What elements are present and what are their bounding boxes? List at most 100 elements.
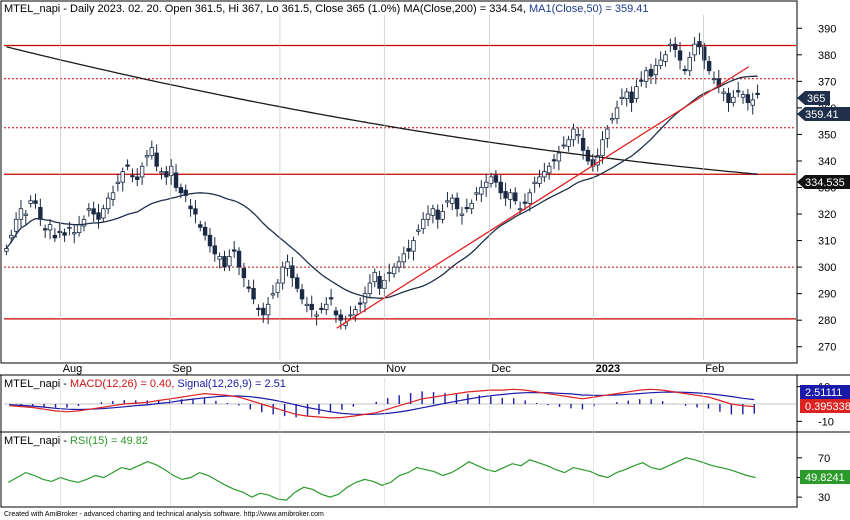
candle-down <box>726 92 731 103</box>
candle-up <box>474 192 479 195</box>
candle-up <box>595 155 600 166</box>
price-ytick-label: 280 <box>818 315 836 327</box>
candle-up <box>144 155 150 158</box>
macd-plot <box>4 388 796 419</box>
candle-up <box>479 187 484 195</box>
price-ytick-label: 380 <box>818 50 836 62</box>
macd-line <box>9 388 755 419</box>
candle-up <box>721 91 726 94</box>
candle-up <box>566 139 571 147</box>
candle-up <box>304 303 310 306</box>
signal-line <box>9 391 755 416</box>
rsi-value: 49.8241 <box>805 472 845 484</box>
candle-down <box>236 250 242 268</box>
candle-down <box>522 201 528 204</box>
candle-down <box>745 94 751 103</box>
candle-up <box>372 272 377 283</box>
candle-up <box>663 54 668 62</box>
price-title-prefix: MTEL_napi - Daily 2023. 02. 20. Open 361… <box>4 3 400 15</box>
candle-up <box>624 91 629 99</box>
candle-down <box>299 289 305 300</box>
ma50-value: 359.41 <box>805 109 839 121</box>
price-title: MTEL_napi - Daily 2023. 02. 20. Open 361… <box>4 3 649 15</box>
candle-up <box>362 293 368 304</box>
month-label: Sep <box>172 363 192 375</box>
candle-up <box>23 213 29 216</box>
candle-down <box>648 69 654 77</box>
candle-up <box>420 218 426 230</box>
candle-down <box>702 46 707 61</box>
candle-down <box>294 277 300 289</box>
candle-down <box>682 69 688 72</box>
rsi-line <box>8 457 756 501</box>
candle-up <box>740 94 746 98</box>
candle-down <box>198 224 203 228</box>
candle-down <box>377 276 382 289</box>
candle-up <box>532 181 537 184</box>
candle-down <box>154 152 159 167</box>
candle-up <box>387 272 392 274</box>
candle-up <box>28 200 33 204</box>
candle-up <box>425 213 431 220</box>
candle-up <box>469 203 474 210</box>
macd-tag: 0.395338 <box>800 399 850 413</box>
candle-up <box>750 99 755 106</box>
candle-down <box>503 191 508 199</box>
price-ytick-label: 290 <box>818 289 836 301</box>
rsi-title-prefix: MTEL_napi - <box>4 435 67 447</box>
candle-up <box>731 96 736 103</box>
rsi-ytick-label: 70 <box>818 453 830 465</box>
signal-value: 2.51111 <box>805 387 842 399</box>
candle-down <box>256 307 261 310</box>
ma200-line <box>6 46 758 175</box>
candle-up <box>120 171 125 183</box>
candle-up <box>605 128 610 139</box>
price-ytick-label: 270 <box>818 342 836 354</box>
candle-down <box>406 248 411 252</box>
candle-up <box>445 200 450 203</box>
candle-down <box>173 172 179 188</box>
candle-down <box>193 208 198 215</box>
axis-layer: Aug Sep Oct Nov Dec 2023 Feb 270 280 290 300 310 320… <box>60 15 836 505</box>
month-label: Feb <box>705 363 724 375</box>
candle-up <box>270 293 276 296</box>
candle-down <box>629 91 634 103</box>
ma200-value: 334.535 <box>805 177 845 189</box>
signal-tag: 2.51111 <box>800 385 850 399</box>
month-label: Dec <box>491 363 511 375</box>
candle-down <box>290 265 295 279</box>
candle-up <box>159 171 164 174</box>
candle-up <box>72 232 77 235</box>
candle-down <box>188 205 193 210</box>
candle-down <box>38 207 43 220</box>
candle-up <box>600 139 605 157</box>
candle-up <box>634 86 639 99</box>
month-label: Aug <box>63 363 83 375</box>
candle-down <box>125 164 130 167</box>
candle-up <box>527 192 533 204</box>
price-ytick-label: 390 <box>818 23 836 35</box>
candle-up <box>4 248 9 252</box>
candle-down <box>735 90 741 93</box>
price-plot <box>4 32 796 330</box>
last-close-tag: 365 <box>797 91 830 105</box>
candle-down <box>357 302 363 305</box>
candle-up <box>483 181 489 188</box>
price-ytick-label: 320 <box>818 209 836 221</box>
candle-up <box>13 218 19 232</box>
candle-up <box>643 70 649 82</box>
candle-up <box>139 165 145 178</box>
month-label: 2023 <box>596 363 620 375</box>
rsi-tag: 49.8241 <box>800 470 850 484</box>
macd-ytick-label: -10 <box>818 416 834 428</box>
candle-down <box>57 230 62 234</box>
macd-title: MTEL_napi - MACD(12,26) = 0.40, Signal(1… <box>4 378 286 390</box>
candle-up <box>110 192 116 200</box>
candle-up <box>619 96 625 99</box>
candle-down <box>261 307 266 316</box>
rsi-title-rsi: RSI(15) = 49.82 <box>70 435 148 447</box>
candle-down <box>338 314 344 321</box>
price-title-ma200: MA(Close,200) = 334.54, <box>403 3 526 15</box>
candle-up <box>440 210 445 220</box>
